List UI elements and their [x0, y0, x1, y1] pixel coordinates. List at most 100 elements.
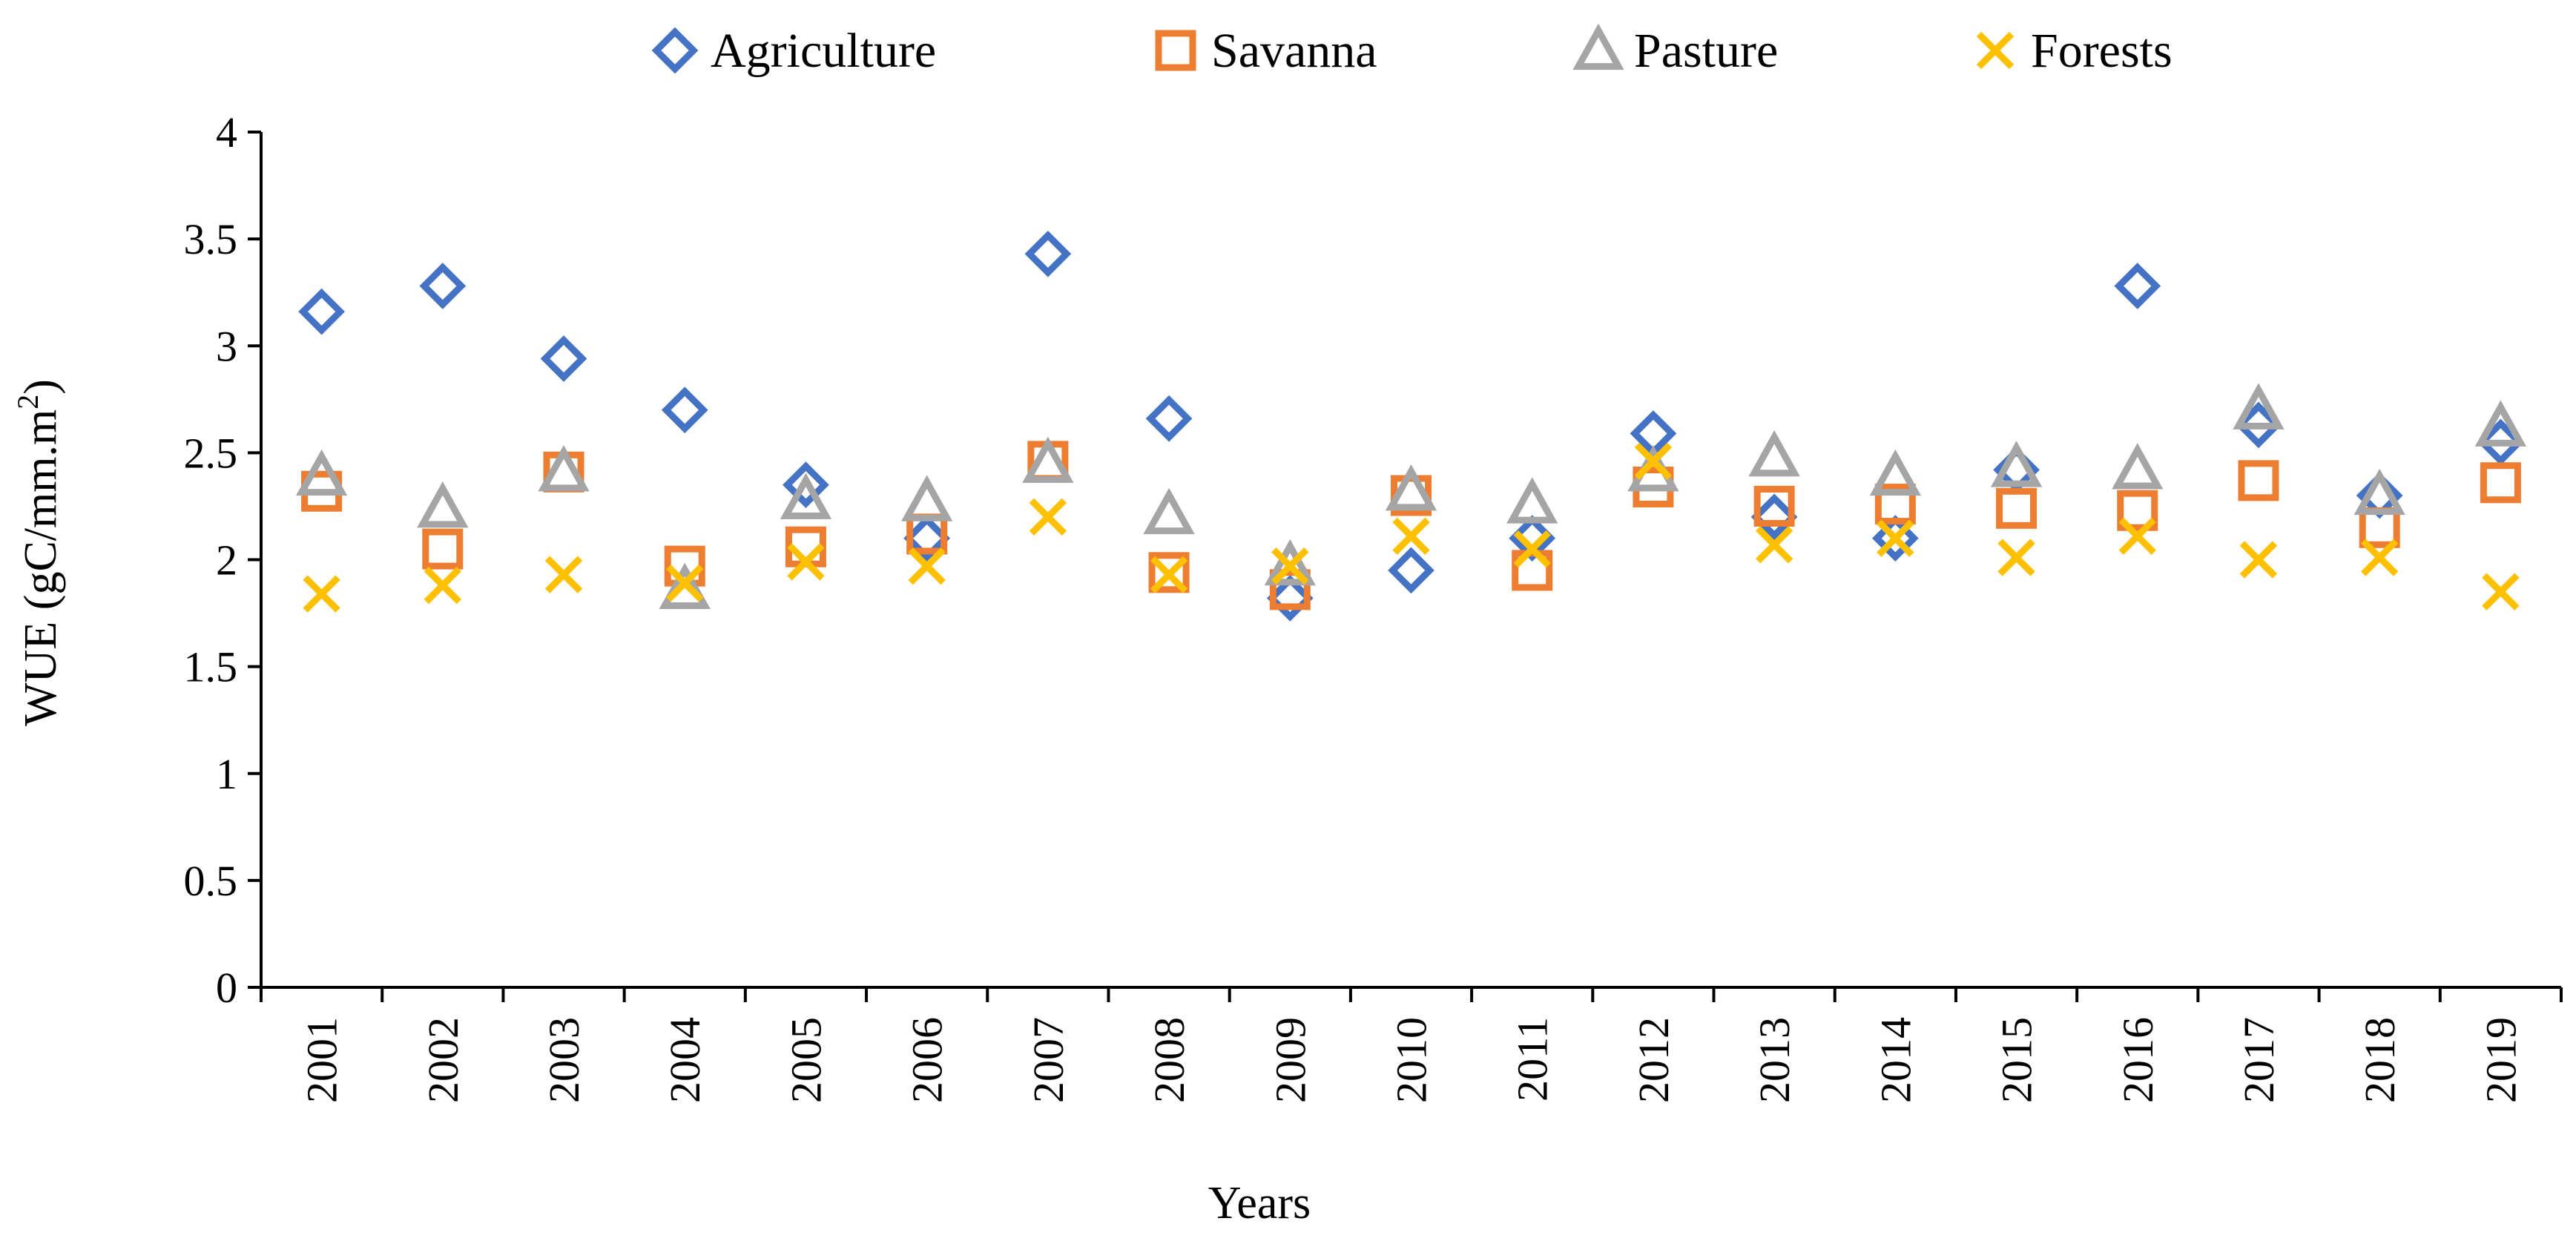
legend-item-agriculture: Agriculture — [651, 24, 936, 78]
legend-item-forests: Forests — [1976, 24, 2173, 78]
point-agriculture-2003 — [540, 335, 587, 382]
point-pasture-2011 — [1506, 477, 1558, 524]
point-forests-2008 — [1150, 556, 1188, 593]
point-savanna-2016 — [2117, 490, 2158, 531]
y-tick-label: 2.5 — [184, 429, 238, 477]
point-pasture-2017 — [2233, 383, 2285, 430]
data-points — [295, 230, 2527, 622]
point-agriculture-2005 — [783, 461, 829, 508]
legend-label-forests: Forests — [2031, 24, 2173, 78]
x-tick-label: 2007 — [1024, 1017, 1073, 1103]
legend-item-pasture: Pasture — [1572, 23, 1778, 78]
x-tick-label: 2009 — [1266, 1017, 1314, 1103]
point-agriculture-2008 — [1145, 395, 1193, 442]
point-pasture-2004 — [659, 562, 711, 609]
y-tick-label: 0.5 — [184, 857, 238, 905]
point-savanna-2014 — [1874, 484, 1916, 525]
legend-label-savanna: Savanna — [1211, 24, 1377, 78]
axes — [260, 132, 2561, 989]
point-savanna-2009 — [1269, 569, 1311, 611]
legend-label-agriculture: Agriculture — [711, 24, 936, 78]
point-savanna-2019 — [2480, 462, 2521, 504]
point-savanna-2017 — [2238, 460, 2279, 501]
legend-marker-pasture — [1572, 23, 1624, 70]
point-savanna-2002 — [422, 528, 464, 570]
point-forests-2004 — [666, 565, 704, 602]
y-axis-title: WUE (gC/mm.m2) — [11, 379, 66, 726]
legend: Agriculture Savanna Pasture Forests — [651, 23, 2173, 78]
point-agriculture-2001 — [298, 288, 345, 335]
x-tick-label: 2003 — [540, 1017, 588, 1103]
series-forests — [303, 442, 2520, 613]
point-forests-2006 — [908, 547, 946, 585]
x-tick-label: 2010 — [1388, 1017, 1436, 1103]
x-tick-label: 2013 — [1750, 1017, 1799, 1103]
point-agriculture-2009 — [1266, 575, 1314, 622]
x-tick-label: 2016 — [2114, 1017, 2162, 1103]
point-agriculture-2010 — [1388, 547, 1434, 594]
legend-marker-forests — [1976, 31, 2015, 70]
x-axis-title: Years — [1208, 1178, 1311, 1228]
point-pasture-2006 — [901, 475, 953, 521]
series-agriculture — [298, 230, 2524, 622]
point-agriculture-2007 — [1024, 230, 1072, 277]
point-forests-2003 — [544, 556, 583, 593]
point-pasture-2003 — [538, 445, 590, 492]
point-pasture-2007 — [1022, 436, 1074, 483]
x-tick-label: 2001 — [298, 1017, 346, 1103]
x-tick-label: 2004 — [661, 1017, 709, 1103]
point-forests-2015 — [1997, 539, 2035, 576]
legend-marker-savanna — [1155, 30, 1196, 71]
y-tick-label: 3.5 — [184, 215, 238, 263]
x-tick-label: 2019 — [2477, 1017, 2525, 1103]
point-agriculture-2016 — [2114, 263, 2161, 309]
point-forests-2012 — [1634, 442, 1673, 481]
point-pasture-2005 — [780, 473, 832, 519]
x-tick-label: 2002 — [419, 1017, 467, 1103]
point-savanna-2015 — [1996, 487, 2038, 529]
y-tick-label: 3 — [216, 322, 237, 370]
y-tick-label: 4 — [216, 108, 237, 157]
legend-label-pasture: Pasture — [1634, 24, 1778, 78]
y-tick-label: 2 — [216, 536, 237, 585]
y-axis-title-superscript: 2 — [11, 395, 45, 409]
point-pasture-2018 — [2353, 468, 2405, 516]
point-agriculture-2004 — [661, 386, 708, 434]
point-forests-2007 — [1029, 498, 1067, 536]
y-tick-label: 0 — [216, 964, 237, 1012]
legend-item-savanna: Savanna — [1155, 24, 1377, 78]
point-agriculture-2006 — [903, 515, 951, 562]
point-forests-2016 — [2118, 517, 2156, 555]
point-forests-2010 — [1392, 517, 1430, 555]
x-tick-label: 2012 — [1630, 1017, 1678, 1103]
x-tick-label: 2015 — [1993, 1017, 2041, 1103]
point-pasture-2010 — [1385, 464, 1437, 511]
point-forests-2001 — [303, 575, 340, 613]
point-forests-2013 — [1755, 526, 1793, 564]
x-tick-label: 2018 — [2356, 1017, 2404, 1103]
point-pasture-2008 — [1143, 487, 1195, 535]
series-pasture — [295, 383, 2527, 609]
y-axis-ticks: 0 0.5 1 1.5 2 2.5 3 3.5 4 — [184, 108, 261, 1012]
x-tick-label: 2005 — [782, 1017, 830, 1103]
point-pasture-2002 — [417, 481, 469, 528]
y-tick-label: 1 — [216, 750, 237, 798]
point-agriculture-2002 — [419, 263, 467, 309]
point-forests-2011 — [1513, 530, 1551, 568]
point-agriculture-2014 — [1871, 515, 1919, 562]
point-savanna-2008 — [1148, 552, 1190, 593]
point-pasture-2001 — [295, 449, 348, 496]
x-tick-label: 2017 — [2235, 1017, 2283, 1103]
x-tick-label: 2008 — [1145, 1017, 1193, 1103]
point-forests-2002 — [424, 566, 461, 605]
point-pasture-2015 — [1990, 441, 2043, 487]
point-forests-2005 — [787, 543, 825, 581]
point-forests-2009 — [1271, 547, 1309, 585]
point-pasture-2016 — [2112, 443, 2164, 490]
point-agriculture-2013 — [1750, 493, 1798, 541]
y-axis-title-text: WUE (gC/mm.m — [16, 409, 66, 726]
point-pasture-2019 — [2474, 400, 2527, 447]
point-forests-2014 — [1877, 519, 1914, 557]
point-savanna-2013 — [1753, 485, 1795, 527]
